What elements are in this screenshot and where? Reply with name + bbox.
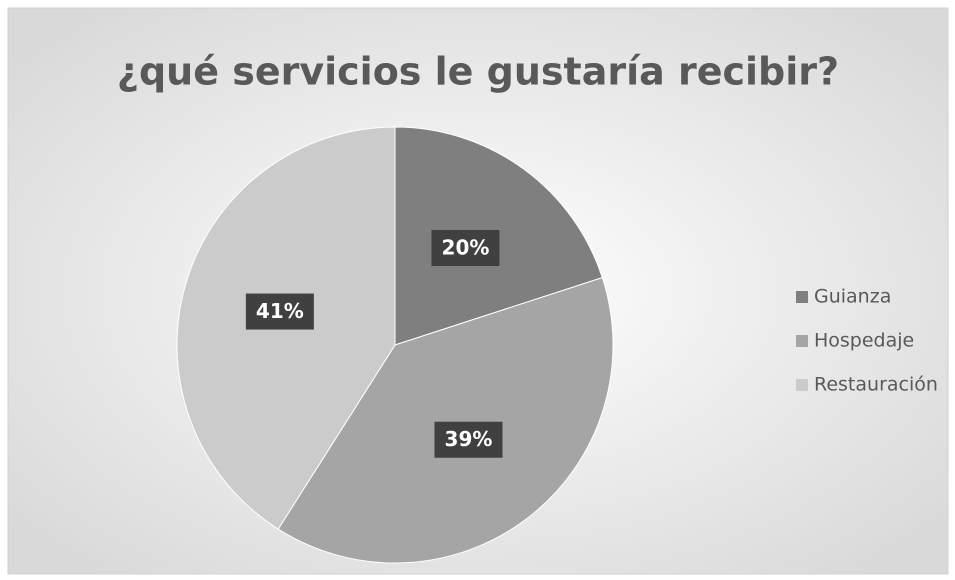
legend-swatch [796, 291, 808, 303]
legend-label: Hospedaje [814, 330, 914, 352]
pie-slice [277, 277, 614, 564]
data-label-box [434, 421, 503, 458]
data-label-box [245, 293, 314, 330]
chart-title: ¿qué servicios le gustaría recibir? [117, 50, 839, 94]
legend-label: Restauración [814, 374, 938, 396]
data-label: 39% [445, 427, 493, 451]
legend-swatch [796, 335, 808, 347]
legend-swatch [796, 379, 808, 391]
legend-label: Guianza [814, 286, 891, 308]
data-label: 41% [256, 299, 304, 323]
data-label-box [431, 229, 500, 266]
data-label: 20% [442, 235, 490, 259]
